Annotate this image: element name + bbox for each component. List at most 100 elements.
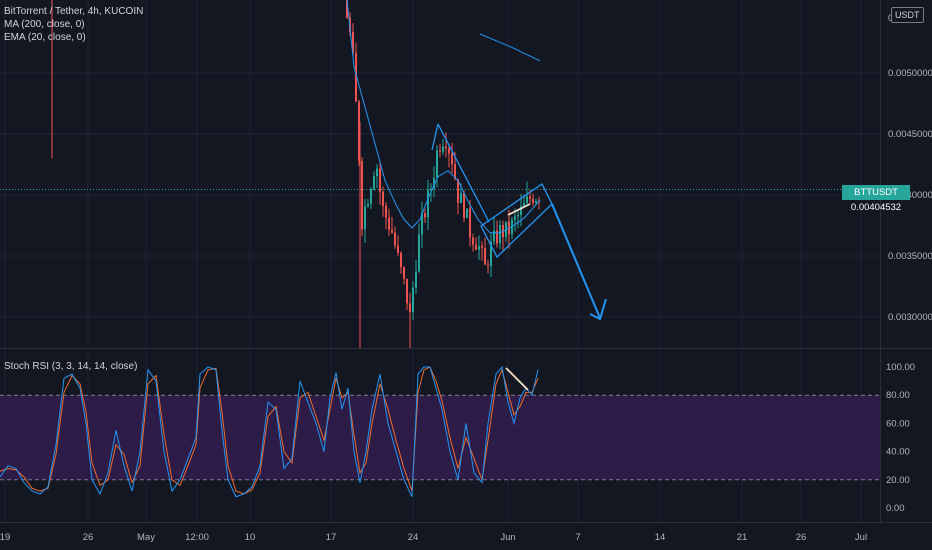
stoch-d-line	[0, 366, 539, 495]
stoch-k-line	[0, 365, 539, 498]
candle-body	[364, 206, 366, 230]
candle-body	[430, 188, 432, 191]
stoch-divergence-line	[505, 367, 529, 391]
candle-body	[439, 150, 441, 152]
candle-body	[463, 193, 465, 218]
candle-body	[499, 225, 501, 244]
candle-body	[475, 244, 477, 250]
time-tick-label: May	[137, 532, 155, 543]
candle-body	[535, 200, 537, 203]
candle-body	[448, 148, 450, 154]
currency-badge[interactable]: USDT	[891, 7, 924, 23]
stoch-rsi-legend[interactable]: Stoch RSI (3, 3, 14, 14, close)	[4, 361, 138, 372]
price-tick-label: 0.00400000	[888, 190, 932, 201]
candle-body	[346, 0, 348, 18]
time-tick-label: 10	[245, 532, 256, 543]
candle-body	[355, 52, 357, 102]
last-price-badge: BTTUSDT 0.00404532	[842, 185, 910, 213]
time-tick-label: 21	[737, 532, 748, 543]
candle-body	[514, 216, 516, 220]
time-tick-label: Jun	[500, 532, 515, 543]
candle-body	[493, 230, 495, 242]
candle-body	[421, 213, 423, 235]
candle-body	[376, 168, 378, 177]
candle-body	[484, 247, 486, 265]
arrow-head	[589, 298, 607, 321]
candle-body	[532, 198, 534, 203]
candle-body	[352, 31, 354, 53]
candle-body	[394, 232, 396, 246]
time-tick-label: 26	[796, 532, 807, 543]
candle-body	[358, 101, 360, 161]
candle-body	[496, 230, 498, 244]
candle-body	[412, 287, 414, 313]
candle-body	[397, 245, 399, 253]
candle-body	[445, 146, 447, 149]
time-tick-label: 14	[655, 532, 666, 543]
candle-body	[487, 264, 489, 266]
candle-body	[442, 146, 444, 152]
candle-body	[400, 252, 402, 268]
candle-body	[460, 193, 462, 204]
candle-body	[370, 189, 372, 205]
candle-body	[373, 176, 375, 190]
projection-arrow	[551, 203, 601, 319]
stoch-tick-label: 0.00	[886, 503, 905, 514]
candle-body	[418, 234, 420, 272]
ma-legend[interactable]: MA (200, close, 0)	[4, 19, 85, 30]
price-badge-value: 0.00404532	[850, 202, 902, 213]
candle-body	[427, 190, 429, 218]
candle-body	[466, 208, 468, 218]
candle-body	[490, 241, 492, 266]
candle-body	[523, 203, 525, 207]
candle-body	[451, 153, 453, 165]
candle-body	[406, 278, 408, 304]
candle-body	[478, 245, 480, 250]
stoch-tick-label: 20.00	[886, 475, 910, 486]
candle-body	[424, 213, 426, 218]
ema-legend[interactable]: EMA (20, close, 0)	[4, 32, 86, 43]
time-tick-label: 26	[83, 532, 94, 543]
candle-body	[403, 267, 405, 279]
time-tick-label: 17	[326, 532, 337, 543]
candle-body	[526, 196, 528, 204]
candle-body	[391, 229, 393, 233]
stoch-band	[0, 395, 880, 480]
candle-body	[481, 245, 483, 248]
candle-body	[472, 237, 474, 245]
time-tick-label: 19	[0, 532, 10, 543]
stoch-tick-label: 60.00	[886, 418, 910, 429]
stoch-tick-label: 40.00	[886, 447, 910, 458]
candle-body	[379, 168, 381, 192]
candle-body	[367, 204, 369, 207]
candle-body	[436, 150, 438, 178]
candle-body	[469, 208, 471, 238]
candle-body	[385, 205, 387, 218]
wedge-highlight-line	[507, 203, 531, 216]
stoch-tick-label: 80.00	[886, 390, 910, 401]
ema20-line	[346, 0, 541, 234]
candle-body	[382, 191, 384, 206]
candle-body	[415, 271, 417, 288]
ma200-line	[479, 33, 541, 62]
candle-body	[433, 177, 435, 189]
trendline-upper	[437, 123, 490, 223]
trendline-left	[431, 123, 439, 151]
candle-body	[529, 196, 531, 199]
price-badge-symbol: BTTUSDT	[854, 187, 898, 198]
symbol-legend[interactable]: BitTorrent / Tether, 4h, KUCOIN	[4, 6, 144, 17]
candle-body	[388, 217, 390, 230]
time-tick-label: 7	[575, 532, 580, 543]
candle-body	[457, 178, 459, 204]
stoch-tick-label: 100.00	[886, 362, 915, 373]
candle-body	[361, 160, 363, 230]
time-tick-label: 12:00	[185, 532, 209, 543]
candle-body	[520, 206, 522, 216]
candle-body	[517, 215, 519, 217]
